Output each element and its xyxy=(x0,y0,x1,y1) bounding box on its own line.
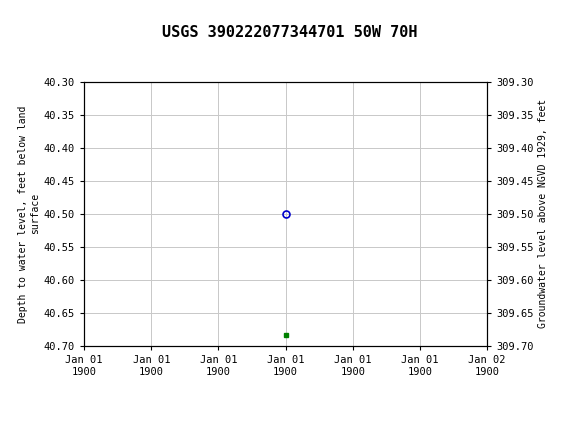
Y-axis label: Groundwater level above NGVD 1929, feet: Groundwater level above NGVD 1929, feet xyxy=(538,99,548,329)
Y-axis label: Depth to water level, feet below land
surface: Depth to water level, feet below land su… xyxy=(18,105,39,322)
Text: USGS 390222077344701 50W 70H: USGS 390222077344701 50W 70H xyxy=(162,25,418,40)
Text: USGS: USGS xyxy=(38,9,97,28)
